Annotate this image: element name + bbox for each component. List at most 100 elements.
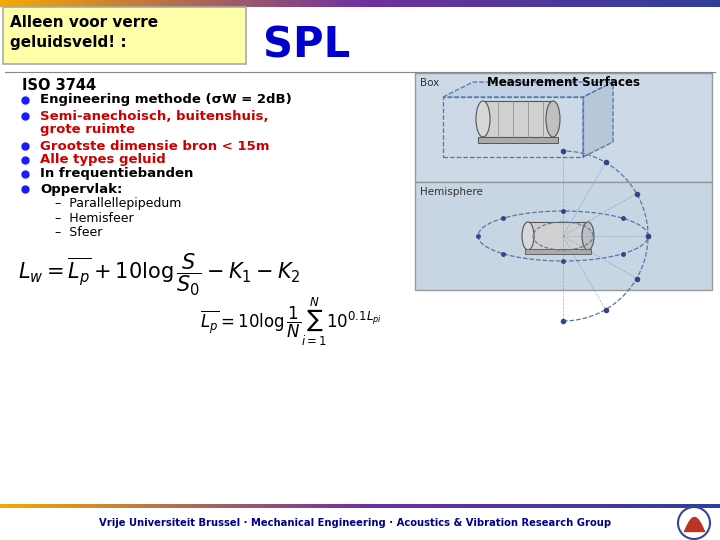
Bar [66,0,73,7]
Bar [252,504,258,508]
Bar [702,0,708,7]
Bar [516,0,523,7]
Bar [606,504,613,508]
Bar [246,0,253,7]
Bar [228,0,235,7]
Bar [342,0,348,7]
Bar [132,0,138,7]
Bar [582,504,588,508]
Bar [96,504,102,508]
Bar [162,504,168,508]
Bar [342,504,348,508]
Bar [24,0,30,7]
Bar [126,504,132,508]
Bar [486,0,492,7]
Bar [612,0,618,7]
Bar [30,504,37,508]
Bar [18,504,24,508]
Bar [192,504,199,508]
Bar [438,504,444,508]
Bar [102,0,109,7]
Bar [258,0,264,7]
Bar [498,504,505,508]
Bar [678,504,685,508]
Bar [324,504,330,508]
Bar [66,504,73,508]
Bar [660,504,667,508]
Text: Vrije Universiteit Brussel · Mechanical Engineering · Acoustics & Vibration Rese: Vrije Universiteit Brussel · Mechanical … [99,518,611,528]
Bar [708,504,714,508]
Bar [48,0,55,7]
Bar [528,0,534,7]
Text: grote ruimte: grote ruimte [40,124,135,137]
Text: $L_w = \overline{L_p} + 10\log\dfrac{S}{S_0} - K_1 - K_2$: $L_w = \overline{L_p} + 10\log\dfrac{S}{… [18,252,301,298]
Bar [228,504,235,508]
Bar [474,504,480,508]
Bar [558,504,564,508]
Bar [186,0,192,7]
Polygon shape [443,82,613,97]
Bar [478,137,558,143]
Bar [396,0,402,7]
Bar [336,0,343,7]
Bar [606,0,613,7]
Bar [618,504,624,508]
Bar [474,0,480,7]
Text: Engineering methode (σW = 2dB): Engineering methode (σW = 2dB) [40,93,292,106]
Bar [415,73,712,182]
Text: Alleen voor verre: Alleen voor verre [10,15,158,30]
Bar [156,504,163,508]
Bar [648,504,654,508]
Bar [354,504,361,508]
Bar [36,0,42,7]
Bar [234,0,240,7]
Bar [324,0,330,7]
Bar [102,504,109,508]
Bar [12,504,19,508]
Bar [120,0,127,7]
Bar [108,504,114,508]
Bar [216,0,222,7]
Bar [0,504,6,508]
Bar [624,504,631,508]
Bar [156,0,163,7]
Bar [552,0,559,7]
Bar [336,504,343,508]
Bar [240,504,246,508]
Bar [690,504,696,508]
Bar [678,0,685,7]
Bar [714,504,720,508]
Bar [456,0,462,7]
Text: Hemisphere: Hemisphere [420,187,483,197]
FancyBboxPatch shape [3,7,246,64]
Bar [216,504,222,508]
Bar [6,504,12,508]
Bar [636,0,642,7]
Bar [204,0,210,7]
Bar [552,504,559,508]
Bar [414,0,420,7]
Polygon shape [583,82,613,157]
Bar [528,504,534,508]
Bar [534,504,541,508]
Bar [432,0,438,7]
Bar [366,504,372,508]
Text: In frequentiebanden: In frequentiebanden [40,167,194,180]
Bar [642,0,649,7]
Text: Measurement Surfaces: Measurement Surfaces [487,77,640,90]
Bar [684,0,690,7]
Bar [180,504,186,508]
Bar [438,0,444,7]
Bar [576,0,582,7]
Bar [522,0,528,7]
Bar [450,504,456,508]
Bar [210,504,217,508]
Bar [288,504,294,508]
Bar [690,0,696,7]
Bar [276,504,282,508]
Bar [198,0,204,7]
Text: Box: Box [420,78,439,88]
Text: ISO 3744: ISO 3744 [22,78,96,92]
Bar [564,504,570,508]
Bar [240,0,246,7]
